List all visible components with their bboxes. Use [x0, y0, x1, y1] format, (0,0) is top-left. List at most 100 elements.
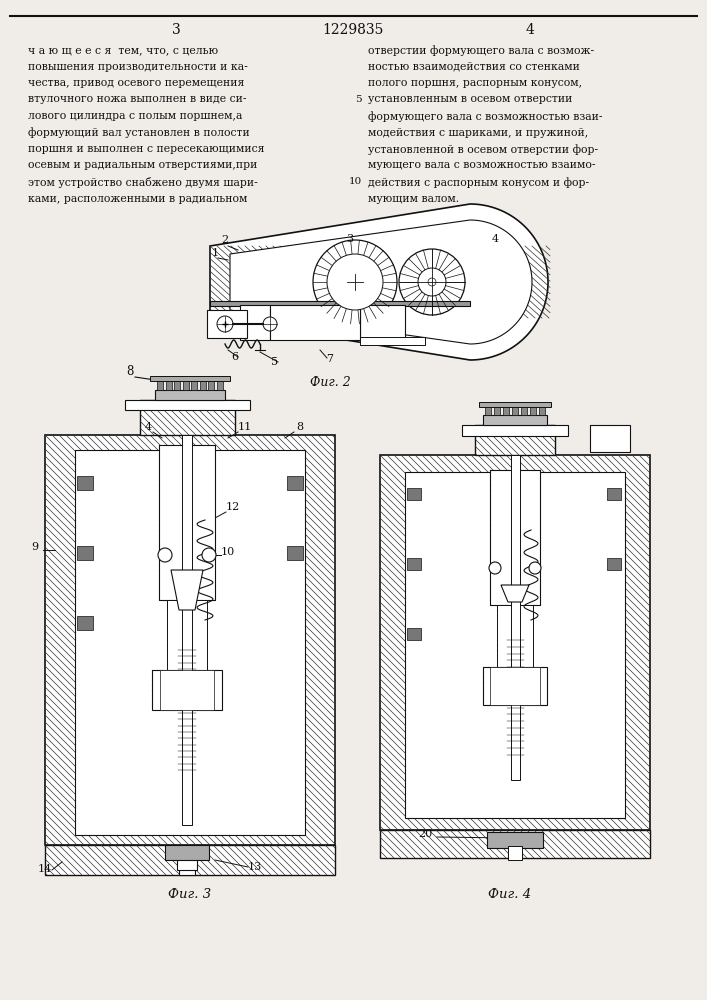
- Text: втулочного ножа выполнен в виде си-: втулочного ножа выполнен в виде си-: [28, 95, 247, 104]
- Text: 13: 13: [248, 862, 262, 872]
- Text: 7: 7: [327, 354, 334, 364]
- Text: 6: 6: [231, 352, 238, 362]
- Bar: [165, 380, 172, 390]
- Bar: [174, 380, 180, 390]
- Bar: [75, 450, 305, 835]
- Bar: [45, 435, 335, 845]
- Text: 8: 8: [296, 422, 303, 432]
- Bar: [508, 846, 522, 860]
- Bar: [287, 476, 303, 490]
- Text: установленным в осевом отверстии: установленным в осевом отверстии: [368, 95, 573, 104]
- Circle shape: [217, 316, 233, 332]
- Text: действия с распорным конусом и фор-: действия с распорным конусом и фор-: [368, 177, 589, 188]
- Circle shape: [399, 249, 465, 315]
- Bar: [380, 830, 650, 858]
- Text: осевым и радиальным отверстиями,при: осевым и радиальным отверстиями,при: [28, 160, 257, 170]
- Circle shape: [489, 562, 501, 574]
- Bar: [360, 337, 425, 345]
- Bar: [407, 628, 421, 640]
- Bar: [159, 445, 215, 600]
- Bar: [287, 546, 303, 560]
- Text: 9: 9: [31, 542, 39, 552]
- Bar: [210, 301, 470, 306]
- Bar: [152, 670, 222, 710]
- Bar: [405, 472, 625, 818]
- Text: 1: 1: [211, 248, 218, 258]
- Bar: [479, 402, 551, 407]
- Bar: [270, 305, 360, 340]
- Text: отверстии формующего вала с возмож-: отверстии формующего вала с возмож-: [368, 45, 594, 56]
- Text: 3: 3: [346, 234, 354, 244]
- Bar: [45, 845, 335, 875]
- Bar: [462, 425, 568, 436]
- Bar: [407, 558, 421, 570]
- Bar: [590, 425, 630, 452]
- Polygon shape: [501, 585, 529, 602]
- Bar: [167, 600, 207, 670]
- Circle shape: [313, 240, 397, 324]
- Bar: [217, 380, 223, 390]
- Polygon shape: [210, 204, 548, 360]
- Bar: [497, 605, 533, 670]
- Text: 20: 20: [418, 829, 432, 839]
- Bar: [475, 425, 555, 455]
- Bar: [483, 415, 547, 425]
- Circle shape: [263, 317, 277, 331]
- Bar: [182, 435, 192, 825]
- Bar: [380, 455, 650, 830]
- Bar: [490, 470, 540, 605]
- Bar: [159, 445, 215, 600]
- Text: 4: 4: [491, 234, 498, 244]
- Text: мующим валом.: мующим валом.: [368, 194, 459, 204]
- Bar: [512, 406, 518, 415]
- Bar: [539, 406, 545, 415]
- Bar: [607, 558, 621, 570]
- Text: Фиг. 2: Фиг. 2: [310, 375, 351, 388]
- Text: повышения производительности и ка-: повышения производительности и ка-: [28, 62, 247, 72]
- Text: мующего вала с возможностью взаимо-: мующего вала с возможностью взаимо-: [368, 160, 595, 170]
- Text: 14: 14: [38, 864, 52, 874]
- Bar: [179, 865, 195, 875]
- Text: формующий вал установлен в полости: формующий вал установлен в полости: [28, 127, 250, 138]
- Text: 2: 2: [221, 235, 228, 245]
- Bar: [485, 406, 491, 415]
- Text: 10: 10: [349, 177, 362, 186]
- Bar: [508, 852, 522, 858]
- Text: 11: 11: [238, 422, 252, 432]
- Text: поршня и выполнен с пересекающимися: поршня и выполнен с пересекающимися: [28, 144, 264, 154]
- Text: модействия с шариками, и пружиной,: модействия с шариками, и пружиной,: [368, 127, 588, 137]
- Text: 4: 4: [525, 23, 534, 37]
- Bar: [240, 305, 270, 340]
- Text: Фиг. 4: Фиг. 4: [489, 888, 532, 902]
- Text: ч а ю щ е е с я  тем, что, с целью: ч а ю щ е е с я тем, что, с целью: [28, 45, 218, 55]
- Text: 12: 12: [226, 502, 240, 512]
- Bar: [157, 380, 163, 390]
- Bar: [155, 390, 225, 400]
- Bar: [200, 380, 206, 390]
- Text: лового цилиндра с полым поршнем,а: лового цилиндра с полым поршнем,а: [28, 111, 243, 121]
- Text: установленной в осевом отверстии фор-: установленной в осевом отверстии фор-: [368, 144, 598, 155]
- Bar: [360, 305, 405, 340]
- Bar: [521, 406, 527, 415]
- Bar: [150, 376, 230, 381]
- Bar: [125, 400, 250, 410]
- Bar: [182, 380, 189, 390]
- Bar: [192, 380, 197, 390]
- Bar: [177, 855, 197, 870]
- Bar: [607, 488, 621, 500]
- Text: 3: 3: [172, 23, 180, 37]
- Bar: [77, 546, 93, 560]
- Bar: [530, 406, 536, 415]
- Bar: [77, 616, 93, 630]
- Text: Фиг. 3: Фиг. 3: [168, 888, 211, 902]
- Text: этом устройство снабжено двумя шари-: этом устройство снабжено двумя шари-: [28, 177, 258, 188]
- Text: чества, привод осевого перемещения: чества, привод осевого перемещения: [28, 78, 245, 88]
- Bar: [511, 455, 520, 780]
- Bar: [165, 845, 209, 860]
- Bar: [503, 406, 509, 415]
- Text: 1229835: 1229835: [322, 23, 384, 37]
- Circle shape: [428, 278, 436, 286]
- Text: 4: 4: [144, 422, 151, 432]
- Circle shape: [202, 548, 216, 562]
- Text: 10: 10: [221, 547, 235, 557]
